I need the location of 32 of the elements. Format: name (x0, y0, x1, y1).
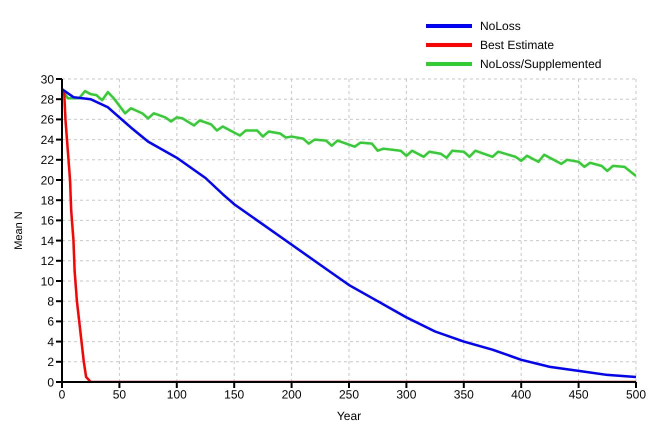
y-axis-title: Mean N (12, 211, 25, 250)
legend-label: Best Estimate (480, 38, 554, 52)
y-tick-label: 26 (40, 112, 54, 127)
x-tick-label: 250 (338, 388, 360, 402)
x-tick-label: 0 (58, 388, 66, 402)
y-tick-label: 10 (40, 274, 54, 288)
y-tick-label: 28 (40, 92, 54, 106)
legend-label: NoLoss/Supplemented (480, 56, 602, 70)
y-tick-label: 2 (47, 355, 54, 370)
y-tick-label: 20 (40, 173, 54, 188)
y-tick-label: 22 (40, 153, 54, 168)
y-tick-label: 6 (47, 314, 54, 329)
y-tick-label: 0 (47, 375, 54, 390)
y-tick-label: 4 (47, 334, 54, 349)
x-tick-label: 200 (282, 388, 302, 402)
x-tick-label: 350 (454, 388, 474, 402)
x-tick-label: 100 (166, 388, 188, 402)
y-tick-label: 24 (40, 132, 54, 147)
x-tick-label: 400 (511, 388, 532, 402)
x-tick-label: 150 (224, 388, 245, 402)
legend-label: NoLoss (480, 18, 521, 32)
x-axis-title: Year (336, 409, 362, 423)
y-tick-label: 16 (40, 214, 54, 228)
x-tick-label: 450 (568, 388, 589, 402)
y-tick-label: 18 (40, 193, 54, 208)
x-tick-label: 500 (626, 388, 646, 402)
y-tick-label: 30 (40, 72, 54, 86)
x-tick-label: 50 (112, 388, 126, 402)
x-tick-label: 300 (396, 388, 417, 402)
y-tick-label: 12 (40, 254, 54, 268)
y-tick-label: 8 (47, 294, 54, 308)
y-tick-label: 14 (40, 234, 54, 248)
